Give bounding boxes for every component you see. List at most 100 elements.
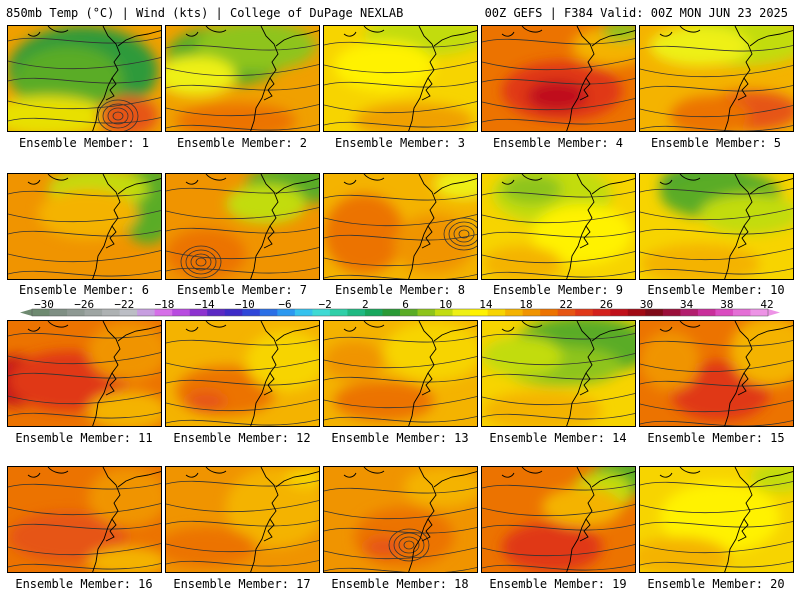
ensemble-member-map xyxy=(7,25,162,132)
temperature-region xyxy=(384,321,477,381)
height-contours xyxy=(324,336,477,423)
colorbar-segment xyxy=(540,309,559,316)
colorbar-segment xyxy=(750,309,769,316)
ensemble-member-map xyxy=(323,25,478,132)
temperature-region xyxy=(324,194,404,274)
temperature-region xyxy=(502,522,602,572)
ensemble-member-label: Ensemble Member: 17 xyxy=(173,577,311,591)
temperature-region xyxy=(750,467,793,492)
height-contours xyxy=(640,188,793,275)
colorbar-segment xyxy=(154,309,173,316)
colorbar-tick-label: 22 xyxy=(559,298,573,311)
ensemble-member-map xyxy=(165,466,320,573)
colorbar-tick-label: 18 xyxy=(519,298,533,311)
colorbar-tick-label: −26 xyxy=(74,298,95,311)
colorbar-segment xyxy=(347,309,366,316)
height-contours xyxy=(166,480,319,567)
ensemble-member-label: Ensemble Member: 20 xyxy=(647,577,785,591)
temperature-region xyxy=(434,174,477,199)
coastline xyxy=(27,321,161,426)
colorbar-segment xyxy=(32,309,51,316)
colorbar-segment xyxy=(680,309,699,316)
ensemble-member-map xyxy=(481,320,636,427)
temperature-field xyxy=(324,26,477,131)
temperature-region xyxy=(88,391,161,426)
temperature-region xyxy=(482,391,602,426)
colorbar-segment xyxy=(487,309,506,316)
colorbar-segment xyxy=(242,309,261,316)
coastline xyxy=(501,467,635,572)
colorbar-tick-label: −2 xyxy=(318,298,332,311)
coastline xyxy=(501,174,635,279)
temperature-region xyxy=(700,194,793,234)
height-contours xyxy=(8,483,161,570)
colorbar-segment xyxy=(329,309,348,316)
temperature-field xyxy=(640,174,793,279)
colorbar-tick-label: −18 xyxy=(154,298,175,311)
temperature-field xyxy=(640,321,793,426)
coastline xyxy=(659,321,793,426)
colorbar-segment xyxy=(207,309,226,316)
temperature-region xyxy=(8,96,108,131)
colorbar-tick-label: −14 xyxy=(194,298,215,311)
ensemble-member-map xyxy=(7,466,162,573)
temperature-field xyxy=(324,467,477,572)
temperature-region xyxy=(226,184,306,224)
temperature-region xyxy=(527,81,587,111)
temperature-field xyxy=(166,174,319,279)
temperature-colorbar xyxy=(20,308,780,317)
coastline xyxy=(185,321,319,426)
ensemble-member-map xyxy=(7,320,162,427)
colorbar-segment xyxy=(732,309,751,316)
run-valid-time: 00Z GEFS | F384 Valid: 00Z MON JUN 23 20… xyxy=(484,6,788,20)
colorbar-segment xyxy=(645,309,664,316)
coastline xyxy=(185,174,319,279)
colorbar-segment xyxy=(505,309,524,316)
height-contours xyxy=(482,484,635,571)
temperature-region xyxy=(404,467,477,507)
colorbar-segment xyxy=(627,309,646,316)
ensemble-member-map xyxy=(323,173,478,280)
temperature-region xyxy=(226,467,319,547)
temperature-region xyxy=(246,331,319,391)
temperature-field xyxy=(640,467,793,572)
colorbar-segment xyxy=(662,309,681,316)
ensemble-member-map xyxy=(481,25,636,132)
colorbar-segment xyxy=(417,309,436,316)
colorbar-segment xyxy=(382,309,401,316)
coastline xyxy=(343,26,477,131)
colorbar-segment xyxy=(715,309,734,316)
height-contours xyxy=(640,481,793,568)
ensemble-member-map xyxy=(323,466,478,573)
temperature-field xyxy=(324,174,477,279)
colorbar-segment xyxy=(592,309,611,316)
ensemble-member-map xyxy=(481,466,636,573)
colorbar-tick-label: 38 xyxy=(720,298,734,311)
colorbar-segment xyxy=(84,309,103,316)
temperature-field xyxy=(166,321,319,426)
colorbar-segment xyxy=(312,309,331,316)
coastline xyxy=(27,26,161,131)
colorbar-outline xyxy=(31,308,769,317)
temperature-field xyxy=(640,26,793,131)
colorbar-segment xyxy=(557,309,576,316)
ensemble-member-map xyxy=(7,173,162,280)
coastline xyxy=(185,467,319,572)
ensemble-member-label: Ensemble Member: 13 xyxy=(331,431,469,445)
coastline xyxy=(343,467,477,572)
height-contours xyxy=(482,38,635,125)
temperature-field xyxy=(166,26,319,131)
ensemble-member-label: Ensemble Member: 1 xyxy=(18,136,150,150)
ensemble-member-label: Ensemble Member: 9 xyxy=(492,283,624,297)
ensemble-member-label: Ensemble Member: 6 xyxy=(18,283,150,297)
height-contours xyxy=(640,45,793,131)
temperature-region xyxy=(650,26,750,66)
ensemble-member-label: Ensemble Member: 18 xyxy=(331,577,469,591)
colorbar-segment xyxy=(452,309,471,316)
colorbar-segment xyxy=(470,309,489,316)
ensemble-member-label: Ensemble Member: 7 xyxy=(176,283,308,297)
temperature-field xyxy=(8,467,161,572)
colorbar-tick-label: 30 xyxy=(639,298,654,311)
colorbar-segment xyxy=(102,309,121,316)
ensemble-member-map xyxy=(639,466,794,573)
